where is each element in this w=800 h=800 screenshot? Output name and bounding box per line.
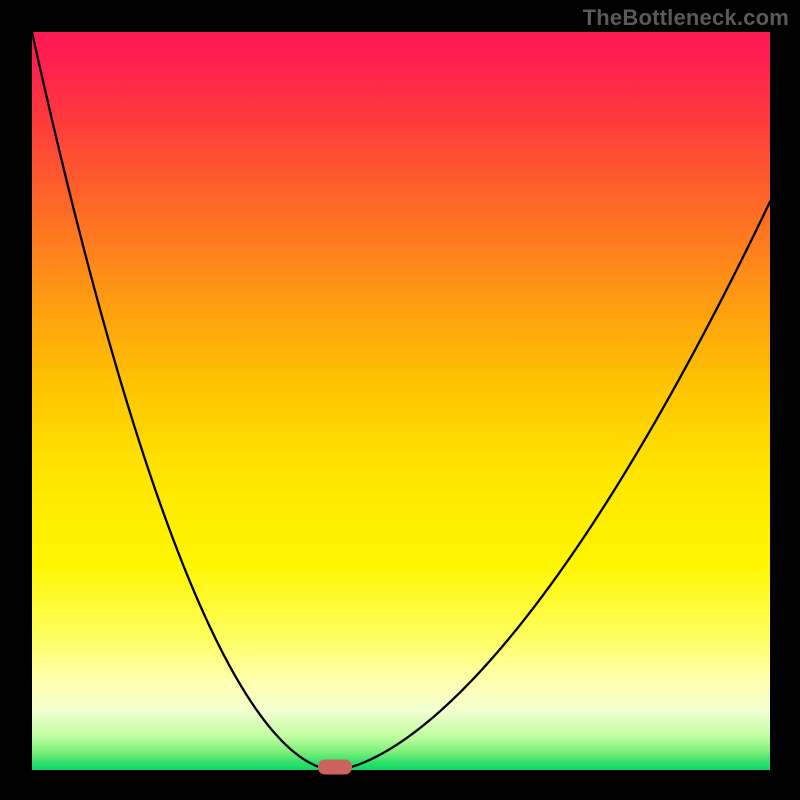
bottleneck-marker	[318, 759, 352, 774]
bottleneck-curve	[32, 32, 770, 770]
watermark-text: TheBottleneck.com	[583, 5, 789, 31]
chart-container: TheBottleneck.com	[0, 0, 800, 800]
curve-layer	[0, 0, 800, 800]
